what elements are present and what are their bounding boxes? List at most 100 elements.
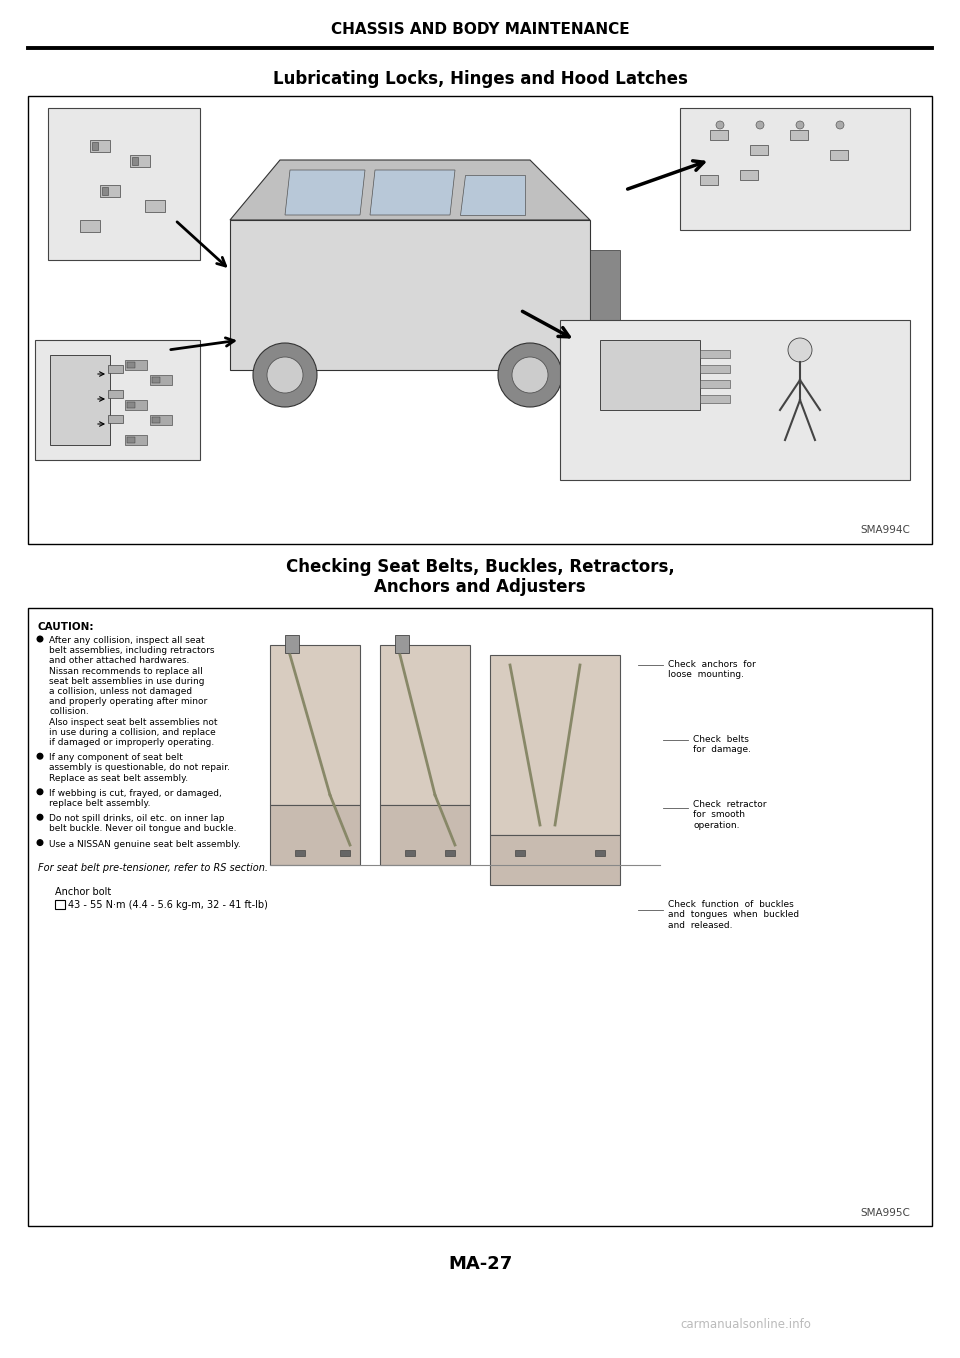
Bar [700,350,730,359]
Bar [90,140,110,152]
Text: CHASSIS AND BODY MAINTENANCE: CHASSIS AND BODY MAINTENANCE [330,23,630,38]
Text: 43 - 55 N·m (4.4 - 5.6 kg-m, 32 - 41 ft-lb): 43 - 55 N·m (4.4 - 5.6 kg-m, 32 - 41 ft-… [68,900,268,910]
Bar [145,200,165,212]
Text: Replace as seat belt assembly.: Replace as seat belt assembly. [49,774,188,782]
Text: and properly operating after minor: and properly operating after minor [49,697,207,706]
Text: Anchor bolt: Anchor bolt [55,887,111,896]
Bar [590,250,620,330]
Polygon shape [35,340,200,460]
Bar [270,645,360,805]
Bar [100,185,120,197]
Bar [395,636,409,653]
Circle shape [37,789,43,794]
Text: MA-27: MA-27 [448,1255,512,1272]
Text: Do not spill drinks, oil etc. on inner lap: Do not spill drinks, oil etc. on inner l… [49,815,225,823]
Text: if damaged or improperly operating.: if damaged or improperly operating. [49,737,214,747]
Text: and other attached hardwares.: and other attached hardwares. [49,656,189,665]
Bar [28,608,932,1226]
Circle shape [267,357,303,392]
Bar [380,805,470,865]
Bar [700,365,730,373]
Circle shape [253,344,317,407]
Polygon shape [230,220,590,369]
Circle shape [796,121,804,129]
Bar [515,850,525,856]
Text: Also inspect seat belt assemblies not: Also inspect seat belt assemblies not [49,717,218,727]
Circle shape [37,839,43,846]
Bar [285,636,299,653]
Bar [340,850,350,856]
Bar [108,416,123,422]
Bar [445,850,455,856]
Text: belt assemblies, including retractors: belt assemblies, including retractors [49,646,214,655]
Bar [152,378,160,383]
Text: Nissan recommends to replace all: Nissan recommends to replace all [49,667,203,675]
Bar [295,850,305,856]
Polygon shape [680,109,910,230]
Text: Use a NISSAN genuine seat belt assembly.: Use a NISSAN genuine seat belt assembly. [49,839,241,849]
Bar [127,402,135,407]
Circle shape [37,815,43,820]
Bar [750,145,768,155]
Circle shape [512,357,548,392]
Text: collision.: collision. [49,708,88,717]
Text: Check  retractor
for  smooth
operation.: Check retractor for smooth operation. [693,800,766,830]
Bar [125,401,147,410]
Bar [405,850,415,856]
Text: Checking Seat Belts, Buckles, Retractors,: Checking Seat Belts, Buckles, Retractors… [286,558,674,576]
Text: Anchors and Adjusters: Anchors and Adjusters [374,579,586,596]
Text: in use during a collision, and replace: in use during a collision, and replace [49,728,216,737]
Bar [710,130,728,140]
Bar [108,365,123,373]
Circle shape [716,121,724,129]
Bar [600,340,700,410]
Polygon shape [285,170,365,215]
Bar [380,645,470,805]
Bar [125,360,147,369]
Text: seat belt assemblies in use during: seat belt assemblies in use during [49,676,204,686]
Polygon shape [230,160,590,220]
Bar [150,375,172,386]
Text: If webbing is cut, frayed, or damaged,: If webbing is cut, frayed, or damaged, [49,789,222,797]
Text: After any collision, inspect all seat: After any collision, inspect all seat [49,636,204,645]
Text: Check  anchors  for
loose  mounting.: Check anchors for loose mounting. [668,660,756,679]
Text: SMA994C: SMA994C [860,526,910,535]
Bar [740,170,758,181]
Circle shape [836,121,844,129]
Bar [150,416,172,425]
Bar [132,158,138,166]
Bar [92,143,98,149]
Circle shape [37,636,43,642]
Text: Lubricating Locks, Hinges and Hood Latches: Lubricating Locks, Hinges and Hood Latch… [273,71,687,88]
Bar [700,395,730,403]
Text: Check  belts
for  damage.: Check belts for damage. [693,735,751,755]
Circle shape [788,338,812,363]
Bar [108,390,123,398]
Bar [127,437,135,443]
Text: a collision, unless not damaged: a collision, unless not damaged [49,687,192,697]
Bar [490,835,620,885]
Bar [830,149,848,160]
Text: Check  function  of  buckles
and  tongues  when  buckled
and  released.: Check function of buckles and tongues wh… [668,900,799,930]
Bar [790,130,808,140]
Polygon shape [370,170,455,215]
Text: CAUTION:: CAUTION: [38,622,94,631]
Bar [700,380,730,388]
Bar [130,155,150,167]
Text: replace belt assembly.: replace belt assembly. [49,799,151,808]
Text: carmanualsonline.info: carmanualsonline.info [680,1319,811,1331]
Bar [28,96,932,545]
Bar [50,354,110,445]
Text: assembly is questionable, do not repair.: assembly is questionable, do not repair. [49,763,229,773]
Circle shape [498,344,562,407]
Text: If any component of seat belt: If any component of seat belt [49,754,182,762]
Bar [55,900,65,909]
Bar [125,435,147,445]
Polygon shape [560,320,910,479]
Bar [152,417,160,422]
Text: belt buckle. Never oil tongue and buckle.: belt buckle. Never oil tongue and buckle… [49,824,236,834]
Bar [700,175,718,185]
Bar [490,655,620,835]
Circle shape [37,754,43,759]
Bar [270,805,360,865]
